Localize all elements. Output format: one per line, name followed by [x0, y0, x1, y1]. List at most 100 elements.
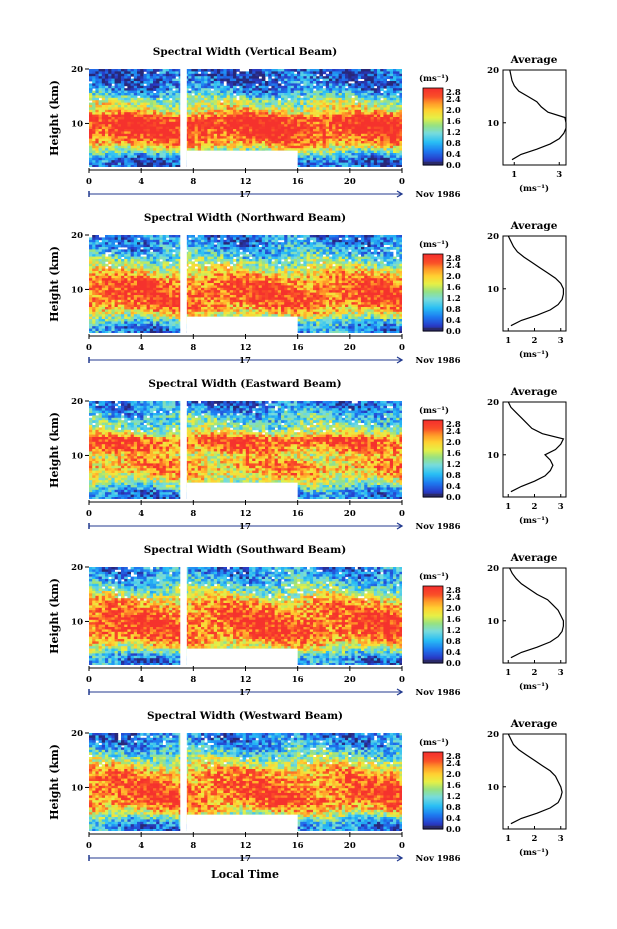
colorbar-unit: (ms⁻¹)	[419, 737, 449, 748]
missing-block	[186, 648, 298, 665]
colorbar-tick-label: 2.8	[446, 254, 461, 264]
day-end-arrow	[396, 356, 404, 364]
x-tick-label: 4	[138, 343, 144, 353]
profile-frame	[502, 235, 567, 332]
profile-x-tick-label: 3	[558, 834, 564, 844]
colorbar-unit: (ms⁻¹)	[419, 405, 449, 416]
colorbar-tick-label: 1.2	[446, 626, 461, 636]
day-label: 17	[239, 522, 251, 532]
x-tick-label: 0	[86, 343, 92, 353]
panel-1: Spectral Width (Vertical Beam) Height (km…	[48, 46, 567, 200]
colorbar-tick-label: 0.4	[446, 814, 461, 824]
profile-x-label: (ms⁻¹)	[519, 349, 549, 360]
day-label: 17	[239, 190, 251, 200]
x-axis-title: Local Time	[211, 868, 279, 881]
colorbar	[423, 88, 443, 166]
profile-x-tick-label: 3	[558, 336, 564, 346]
profile-y-tick-label: 20	[487, 232, 499, 242]
x-tick-label: 4	[138, 675, 144, 685]
y-tick-label: 10	[71, 119, 83, 129]
x-tick-label: 0	[86, 509, 92, 519]
day-label: 17	[239, 356, 251, 366]
colorbar	[423, 586, 443, 664]
colorbar-tick-label: 0.8	[446, 803, 461, 813]
y-axis-label: Height (km)	[48, 578, 61, 654]
colorbar-tick-label: 2.8	[446, 420, 461, 430]
colorbar-tick-label: 2.4	[446, 427, 461, 437]
x-tick-label: 16	[292, 841, 304, 851]
x-tick-label: 12	[240, 675, 252, 685]
colorbar-unit: (ms⁻¹)	[419, 239, 449, 250]
colorbar-tick-label: 2.4	[446, 759, 461, 769]
profile-line	[507, 401, 565, 493]
colorbar-tick-label: 2.0	[446, 272, 461, 282]
profile-frame	[502, 69, 567, 166]
colorbar-tick-label: 2.8	[446, 88, 461, 98]
colorbar-tick-label: 0.4	[446, 648, 461, 658]
y-tick-label: 20	[71, 397, 83, 407]
y-tick-label: 20	[71, 729, 83, 739]
y-tick-label: 10	[71, 285, 83, 295]
y-tick-label: 10	[71, 617, 83, 627]
profile-title: Average	[510, 386, 558, 398]
profile-line	[509, 567, 564, 659]
chart-title: Spectral Width (Northward Beam)	[144, 212, 346, 224]
x-tick-label: 0	[399, 343, 405, 353]
colorbar-tick-label: 1.2	[446, 294, 461, 304]
profile-line	[507, 733, 563, 825]
x-tick-label: 0	[399, 509, 405, 519]
colorbar-tick-label: 0.0	[446, 825, 461, 835]
panel-2: Spectral Width (Northward Beam) Height (k…	[48, 212, 567, 366]
date-label: Nov 1986	[416, 522, 461, 532]
x-tick-label: 8	[190, 177, 196, 187]
colorbar-tick-label: 1.6	[446, 283, 461, 293]
x-tick-label: 4	[138, 509, 144, 519]
profile-y-tick-label: 10	[487, 617, 499, 627]
colorbar-tick-label: 2.4	[446, 261, 461, 271]
y-tick-label: 20	[71, 563, 83, 573]
day-label: 17	[239, 854, 251, 864]
date-label: Nov 1986	[416, 854, 461, 864]
colorbar-tick-label: 1.2	[446, 792, 461, 802]
y-axis-label: Height (km)	[48, 80, 61, 156]
colorbar	[423, 752, 443, 830]
colorbar-tick-label: 1.2	[446, 128, 461, 138]
y-tick-label: 20	[71, 65, 83, 75]
x-tick-label: 12	[240, 509, 252, 519]
y-tick-label: 20	[71, 231, 83, 241]
panel-4: Spectral Width (Southward Beam) Height (k…	[48, 544, 567, 698]
data-gap	[180, 566, 187, 666]
profile-x-label: (ms⁻¹)	[519, 847, 549, 858]
data-gap	[180, 400, 187, 500]
profile-y-tick-label: 10	[487, 451, 499, 461]
colorbar-tick-label: 0.8	[446, 139, 461, 149]
data-gap	[180, 234, 187, 334]
y-tick-label: 10	[71, 783, 83, 793]
x-tick-label: 0	[86, 675, 92, 685]
profile-title: Average	[510, 552, 558, 564]
profile-x-label: (ms⁻¹)	[519, 681, 549, 692]
profile-title: Average	[510, 54, 558, 66]
panel-5: Spectral Width (Westward Beam) Height (km…	[48, 710, 567, 864]
x-tick-label: 4	[138, 841, 144, 851]
y-tick-label: 10	[71, 451, 83, 461]
panel-3: Spectral Width (Eastward Beam) Height (km…	[48, 378, 567, 532]
x-tick-label: 12	[240, 343, 252, 353]
colorbar-unit: (ms⁻¹)	[419, 73, 449, 84]
colorbar-tick-label: 0.4	[446, 316, 461, 326]
profile-y-tick-label: 20	[487, 564, 499, 574]
colorbar-tick-label: 1.6	[446, 449, 461, 459]
colorbar-tick-label: 0.0	[446, 659, 461, 669]
profile-x-tick-label: 1	[505, 502, 511, 512]
x-tick-label: 4	[138, 177, 144, 187]
colorbar-tick-label: 2.8	[446, 752, 461, 762]
profile-x-tick-label: 2	[532, 834, 538, 844]
colorbar-tick-label: 1.6	[446, 117, 461, 127]
data-gap	[180, 732, 187, 832]
x-tick-label: 20	[344, 841, 356, 851]
profile-y-tick-label: 10	[487, 285, 499, 295]
x-tick-label: 16	[292, 343, 304, 353]
colorbar-tick-label: 0.0	[446, 161, 461, 171]
profile-x-label: (ms⁻¹)	[519, 515, 549, 526]
profile-x-tick-label: 3	[558, 668, 564, 678]
